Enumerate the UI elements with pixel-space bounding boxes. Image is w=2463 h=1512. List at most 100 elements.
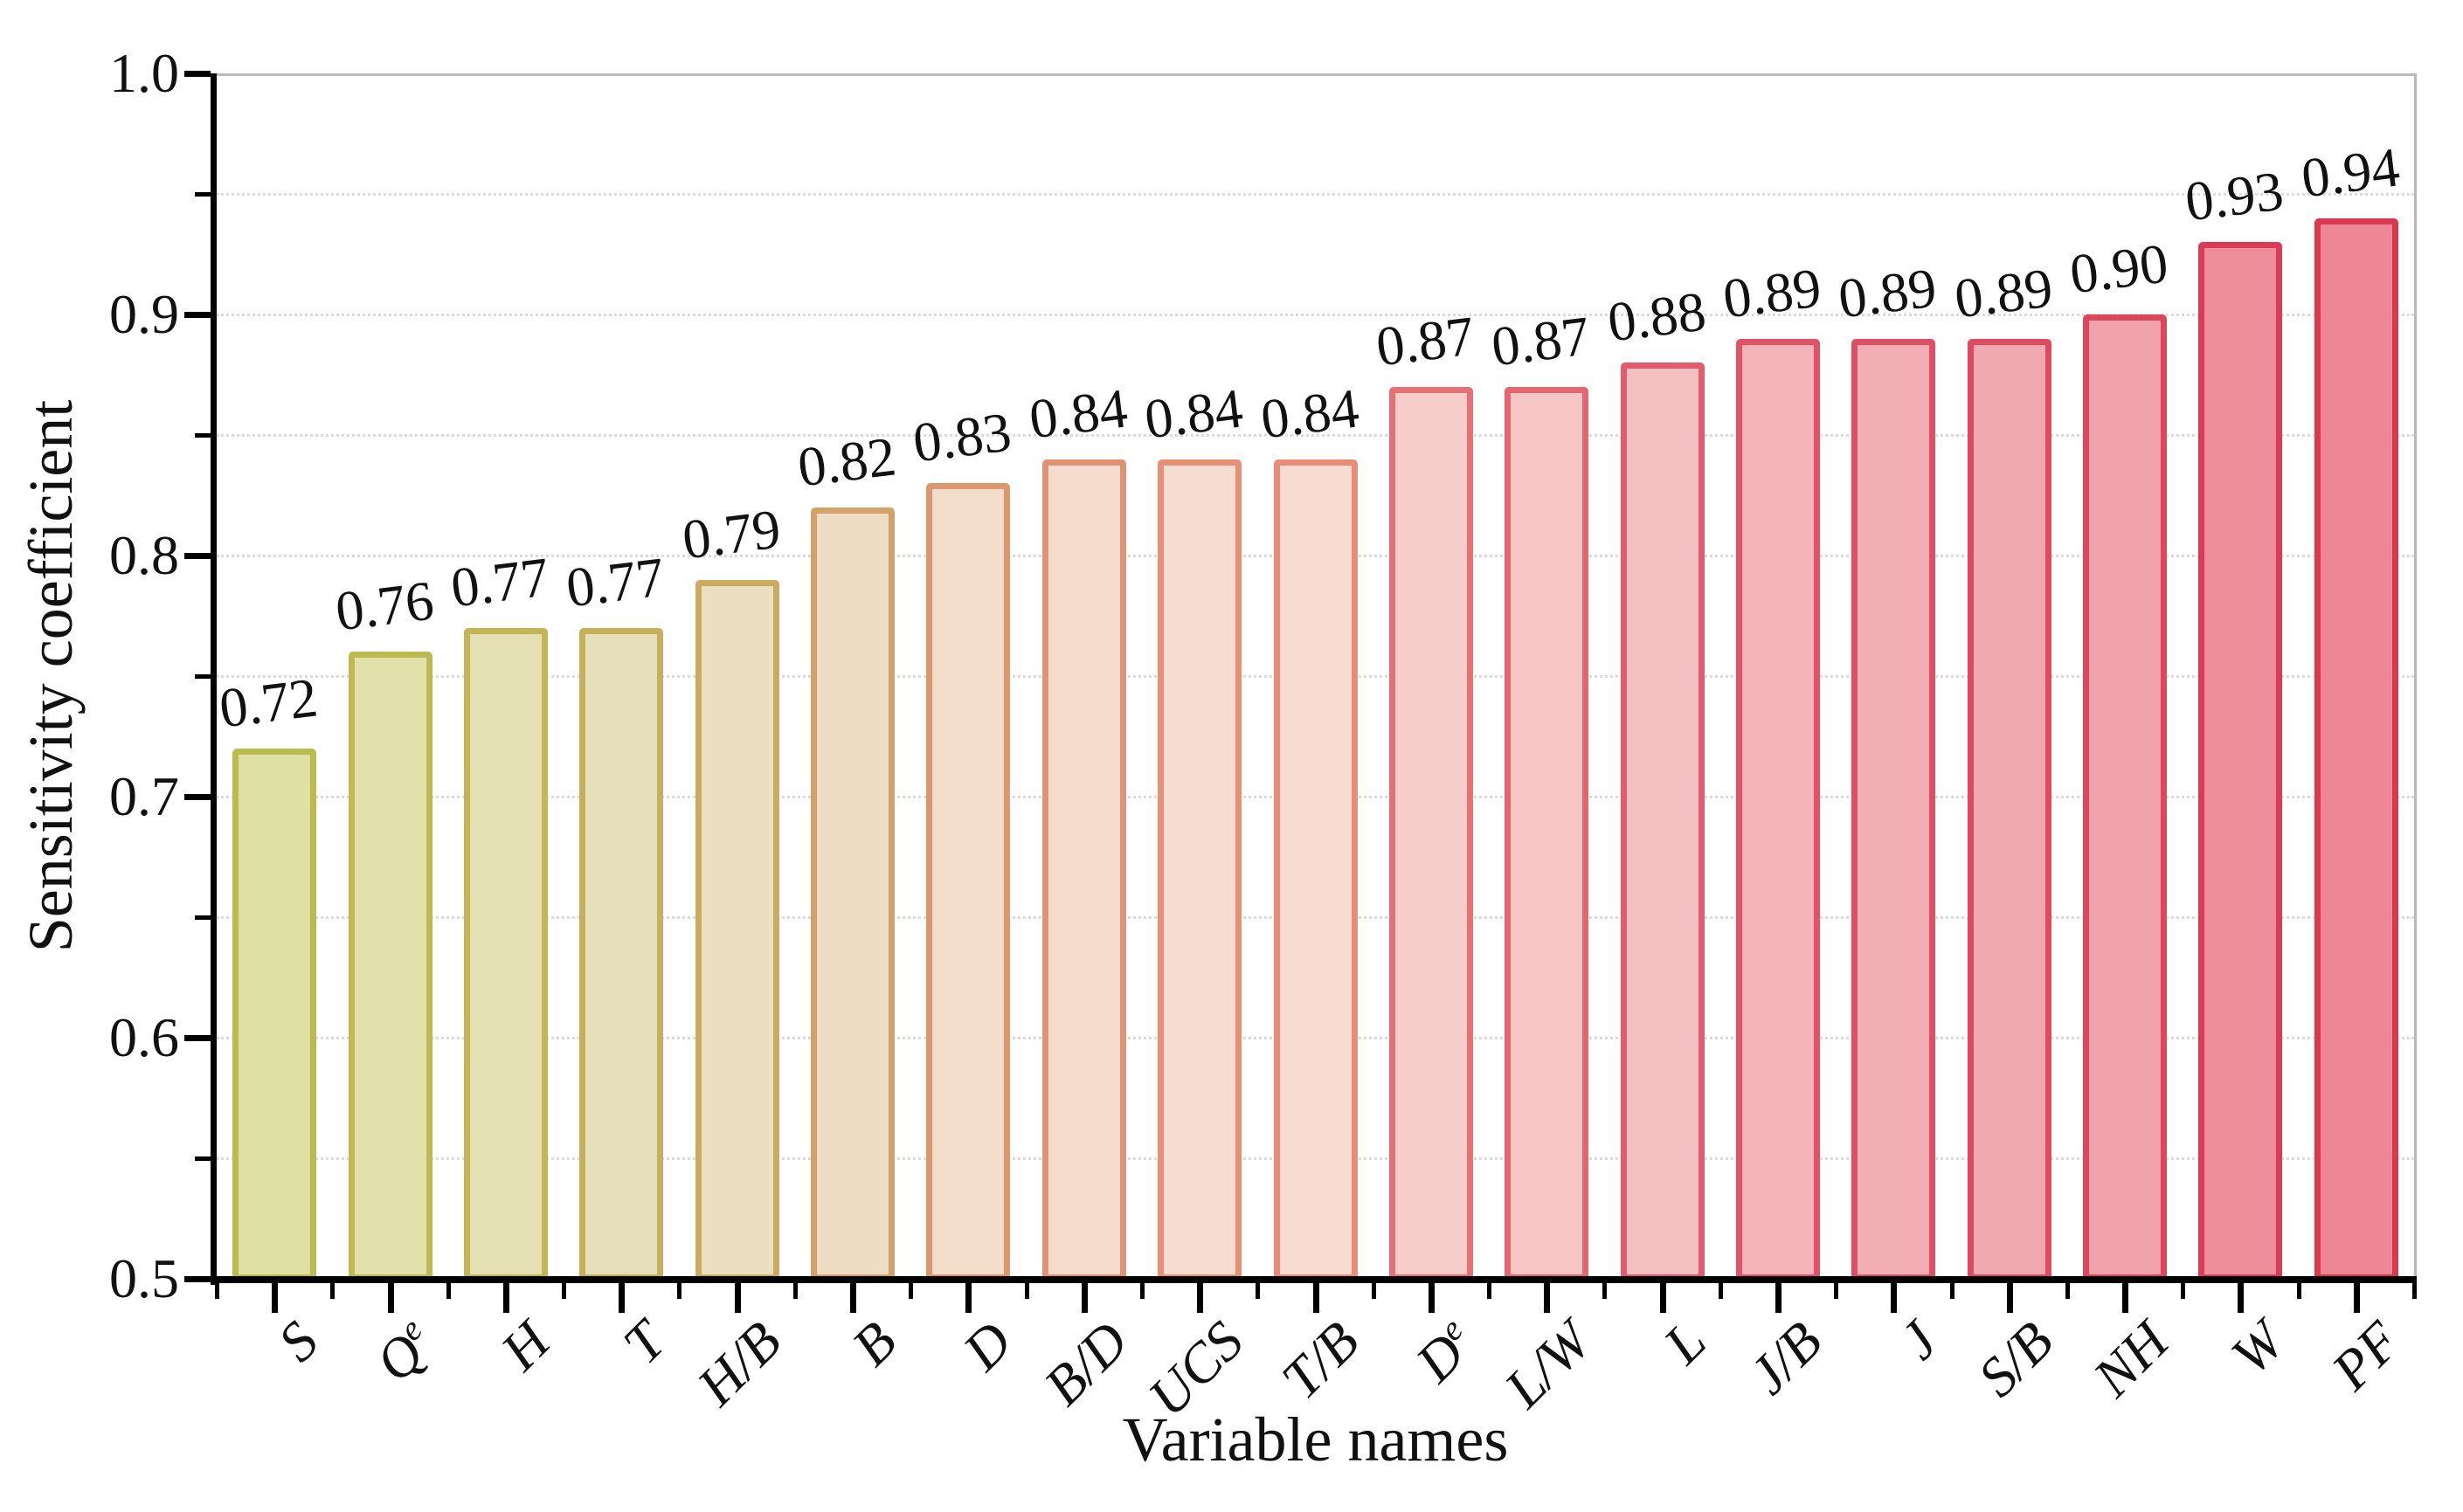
bar-value-label: 0.76 bbox=[331, 569, 437, 643]
x-minor-tick bbox=[215, 1283, 219, 1299]
y-gridline bbox=[217, 193, 2414, 196]
x-major-tick bbox=[619, 1283, 626, 1313]
x-major-tick bbox=[2353, 1283, 2360, 1313]
x-minor-tick bbox=[2412, 1283, 2417, 1299]
x-category-label: B/D bbox=[1032, 1309, 1140, 1418]
bar-W bbox=[2198, 242, 2283, 1281]
y-tick-label: 0.8 bbox=[109, 524, 179, 586]
x-minor-tick bbox=[1834, 1283, 1839, 1299]
y-minor-tick bbox=[195, 433, 211, 438]
bar-HB bbox=[695, 579, 779, 1281]
bar-value-label: 0.84 bbox=[1141, 376, 1247, 451]
x-category-label: S/B bbox=[1966, 1309, 2065, 1409]
y-gridline bbox=[217, 434, 2414, 437]
x-minor-tick bbox=[1718, 1283, 1723, 1299]
y-major-tick bbox=[184, 794, 211, 800]
x-category-label: J bbox=[1887, 1309, 1949, 1371]
bar-B bbox=[811, 507, 896, 1281]
x-minor-tick bbox=[792, 1283, 798, 1299]
x-major-tick bbox=[850, 1283, 857, 1313]
y-gridline bbox=[217, 314, 2414, 316]
y-major-tick bbox=[184, 1035, 211, 1041]
bar-SB bbox=[1967, 338, 2051, 1281]
bar-value-label: 0.88 bbox=[1603, 280, 1709, 354]
bar-LW bbox=[1505, 386, 1589, 1281]
x-major-tick bbox=[734, 1283, 741, 1313]
x-minor-tick bbox=[562, 1283, 567, 1299]
bar-value-label: 0.77 bbox=[563, 545, 668, 619]
x-major-tick bbox=[965, 1283, 972, 1313]
x-major-tick bbox=[2122, 1283, 2129, 1313]
bar-value-label: 0.79 bbox=[678, 497, 784, 571]
x-minor-tick bbox=[1949, 1283, 1954, 1299]
bar-NH bbox=[2083, 314, 2168, 1281]
bar-De bbox=[1388, 386, 1473, 1281]
x-category-label: D bbox=[951, 1309, 1024, 1383]
x-minor-tick bbox=[2065, 1283, 2070, 1299]
x-minor-tick bbox=[1487, 1283, 1492, 1299]
x-major-tick bbox=[1197, 1283, 1204, 1313]
x-category-label: L bbox=[1651, 1309, 1718, 1376]
x-category-label: PF bbox=[2319, 1309, 2412, 1402]
x-category-label: L/W bbox=[1491, 1309, 1602, 1419]
y-tick-label: 0.5 bbox=[109, 1247, 179, 1309]
y-tick-label: 1.0 bbox=[109, 42, 179, 104]
y-minor-tick bbox=[195, 192, 211, 197]
y-tick-label: 0.9 bbox=[109, 283, 179, 345]
x-major-tick bbox=[1312, 1283, 1319, 1313]
y-tick-label: 0.7 bbox=[109, 765, 179, 827]
y-minor-tick bbox=[195, 915, 211, 920]
x-minor-tick bbox=[909, 1283, 914, 1299]
x-axis-line bbox=[211, 1276, 2417, 1283]
y-major-tick bbox=[184, 1276, 211, 1282]
x-major-tick bbox=[272, 1283, 279, 1313]
x-minor-tick bbox=[446, 1283, 451, 1299]
x-minor-tick bbox=[1139, 1283, 1145, 1299]
y-major-tick bbox=[184, 71, 211, 77]
x-category-label: B bbox=[840, 1309, 909, 1378]
x-minor-tick bbox=[1256, 1283, 1261, 1299]
x-minor-tick bbox=[677, 1283, 682, 1299]
bar-value-label: 0.84 bbox=[1256, 376, 1362, 451]
x-minor-tick bbox=[1371, 1283, 1376, 1299]
x-major-tick bbox=[502, 1283, 509, 1313]
bar-D bbox=[926, 483, 1011, 1281]
bar-Qe bbox=[348, 652, 432, 1281]
bar-JB bbox=[1735, 338, 1820, 1281]
y-axis-line bbox=[211, 73, 217, 1285]
x-category-label: T bbox=[611, 1309, 677, 1376]
y-minor-tick bbox=[195, 674, 211, 679]
bar-value-label: 0.84 bbox=[1026, 376, 1131, 451]
bar-value-label: 0.90 bbox=[2066, 231, 2172, 306]
x-major-tick bbox=[1428, 1283, 1435, 1313]
y-tick-label: 0.6 bbox=[109, 1006, 179, 1068]
x-major-tick bbox=[1081, 1283, 1088, 1313]
x-minor-tick bbox=[1602, 1283, 1608, 1299]
x-category-label: Qe bbox=[363, 1309, 436, 1394]
bar-T bbox=[579, 627, 664, 1281]
bar-H bbox=[463, 627, 548, 1281]
x-category-label: De bbox=[1403, 1309, 1477, 1394]
y-axis-title: Sensitivity coefficient bbox=[16, 399, 86, 953]
x-category-label: S bbox=[266, 1309, 330, 1374]
plot-frame-right bbox=[2414, 73, 2417, 1281]
x-major-tick bbox=[387, 1283, 394, 1313]
x-category-label: H bbox=[488, 1309, 562, 1383]
bar-UCS bbox=[1158, 459, 1242, 1281]
bar-value-label: 0.83 bbox=[910, 400, 1015, 474]
x-minor-tick bbox=[2181, 1283, 2186, 1299]
x-category-label: T/B bbox=[1270, 1309, 1371, 1411]
bar-J bbox=[1851, 338, 1936, 1281]
x-category-label: H/B bbox=[684, 1309, 793, 1418]
y-minor-tick bbox=[195, 1156, 211, 1161]
y-major-tick bbox=[184, 312, 211, 318]
bar-PF bbox=[2314, 217, 2398, 1281]
x-minor-tick bbox=[2296, 1283, 2301, 1299]
x-major-tick bbox=[1775, 1283, 1782, 1313]
bar-S bbox=[232, 748, 317, 1281]
x-major-tick bbox=[2238, 1283, 2245, 1313]
x-major-tick bbox=[2006, 1283, 2013, 1313]
bar-value-label: 0.89 bbox=[1951, 256, 2056, 330]
x-major-tick bbox=[1659, 1283, 1666, 1313]
bar-BD bbox=[1041, 459, 1126, 1281]
